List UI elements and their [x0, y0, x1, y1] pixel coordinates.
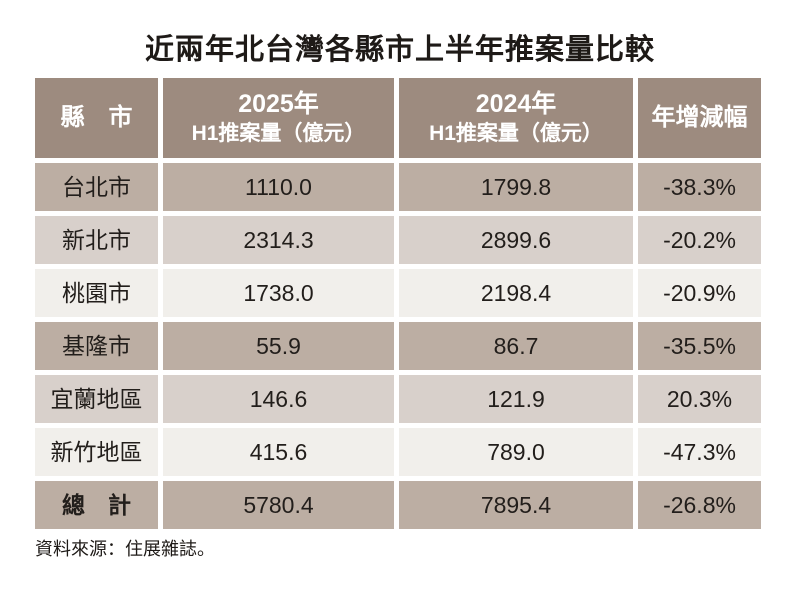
header-2024-year: 2024年	[475, 89, 557, 118]
row-2024-value: 86.7	[399, 322, 633, 370]
row-2025-value: 146.6	[163, 375, 394, 423]
total-2025-value: 5780.4	[163, 481, 394, 529]
row-city-name: 基隆市	[35, 322, 158, 370]
row-yoy-value: -35.5%	[638, 322, 761, 370]
row-yoy-value: -47.3%	[638, 428, 761, 476]
header-2025-unit: H1推案量（億元）	[191, 122, 366, 146]
row-2025-value: 1738.0	[163, 269, 394, 317]
row-2024-value: 2899.6	[399, 216, 633, 264]
header-yoy: 年增減幅	[638, 78, 761, 158]
total-row-label: 總 計	[35, 481, 158, 529]
comparison-table: 縣 市 2025年 H1推案量（億元） 2024年 H1推案量（億元） 年增減幅…	[35, 78, 761, 529]
row-city-name: 桃園市	[35, 269, 158, 317]
row-yoy-value: 20.3%	[638, 375, 761, 423]
row-2025-value: 415.6	[163, 428, 394, 476]
row-2025-value: 1110.0	[163, 163, 394, 211]
row-2024-value: 121.9	[399, 375, 633, 423]
total-yoy-value: -26.8%	[638, 481, 761, 529]
header-2025-year: 2025年	[238, 89, 319, 118]
header-2024: 2024年 H1推案量（億元）	[399, 78, 633, 158]
row-2024-value: 1799.8	[399, 163, 633, 211]
row-yoy-value: -20.9%	[638, 269, 761, 317]
row-2025-value: 2314.3	[163, 216, 394, 264]
row-2024-value: 789.0	[399, 428, 633, 476]
header-2024-unit: H1推案量（億元）	[429, 122, 603, 146]
total-2024-value: 7895.4	[399, 481, 633, 529]
row-city-name: 新竹地區	[35, 428, 158, 476]
row-2024-value: 2198.4	[399, 269, 633, 317]
header-city: 縣 市	[35, 78, 158, 158]
row-2025-value: 55.9	[163, 322, 394, 370]
row-city-name: 宜蘭地區	[35, 375, 158, 423]
row-city-name: 台北市	[35, 163, 158, 211]
row-yoy-value: -38.3%	[638, 163, 761, 211]
data-source-note: 資料來源：住展雜誌。	[35, 539, 215, 559]
header-2025: 2025年 H1推案量（億元）	[163, 78, 394, 158]
row-yoy-value: -20.2%	[638, 216, 761, 264]
page-title: 近兩年北台灣各縣市上半年推案量比較	[144, 34, 655, 66]
row-city-name: 新北市	[35, 216, 158, 264]
